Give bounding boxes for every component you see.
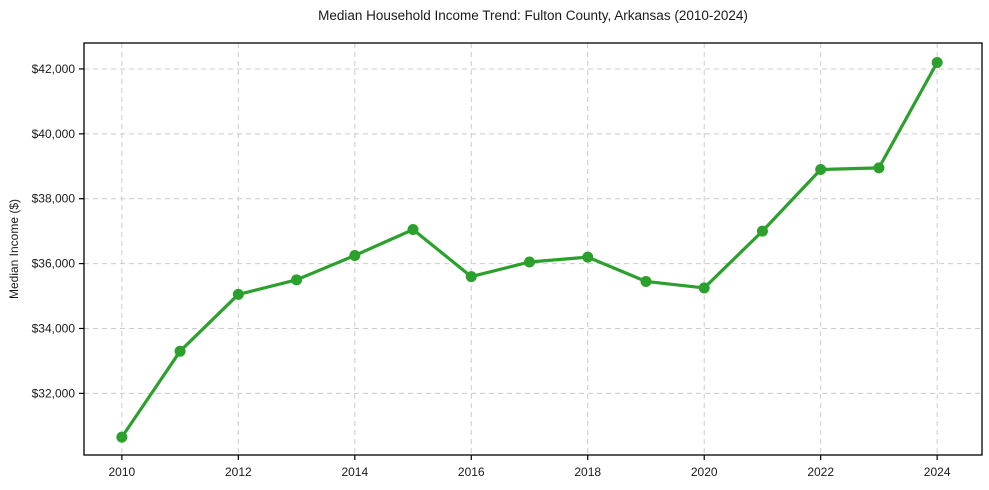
chart-title: Median Household Income Trend: Fulton Co… [318, 8, 748, 23]
x-tick-label: 2010 [109, 465, 136, 479]
y-tick-label: $40,000 [32, 127, 76, 141]
data-point-2010 [116, 431, 128, 443]
x-tick-label: 2022 [807, 465, 834, 479]
y-tick-label: $38,000 [32, 192, 76, 206]
y-tick-label: $32,000 [32, 386, 76, 400]
data-point-2023 [873, 162, 885, 174]
data-point-2024 [931, 56, 943, 68]
plot-border [83, 42, 983, 456]
y-tick-label: $36,000 [32, 257, 76, 271]
x-tick-label: 2018 [574, 465, 601, 479]
data-point-2013 [291, 274, 303, 286]
x-tick-label: 2024 [924, 465, 951, 479]
x-tick-label: 2020 [691, 465, 718, 479]
data-point-2015 [407, 224, 419, 236]
y-tick-label: $42,000 [32, 62, 76, 76]
data-point-2019 [640, 275, 652, 287]
data-point-2017 [524, 256, 536, 268]
x-tick-label: 2014 [341, 465, 368, 479]
trend-line [120, 60, 939, 439]
x-tick-label: 2012 [225, 465, 252, 479]
x-tick-label: 2016 [458, 465, 485, 479]
data-point-2022 [815, 164, 827, 176]
y-tick-label: $34,000 [32, 321, 76, 335]
data-point-2021 [756, 225, 768, 237]
data-point-2018 [582, 251, 594, 263]
data-point-2016 [465, 271, 477, 283]
data-point-2011 [174, 345, 186, 357]
data-point-2012 [232, 288, 244, 300]
data-point-2014 [349, 249, 361, 261]
data-point-2020 [698, 282, 710, 294]
